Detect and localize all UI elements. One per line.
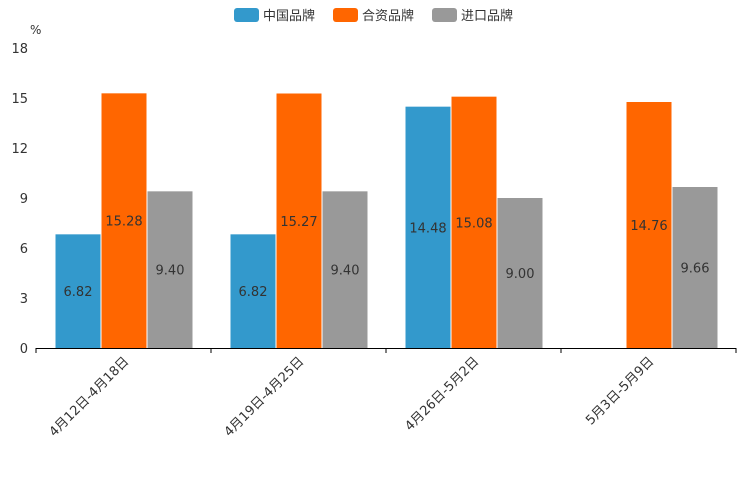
y-tick-label: 15 <box>11 92 28 107</box>
x-tick-label: 4月19日-4月25日 <box>222 354 308 440</box>
x-axis: 4月12日-4月18日 4月19日-4月25日 4月26日-5月2日 5月3日-5月9… <box>35 348 737 440</box>
data-label: 15.27 <box>280 215 317 230</box>
y-tick-label: 18 <box>11 42 28 57</box>
legend-label-2[interactable]: 进口品牌 <box>461 8 513 24</box>
bars <box>55 93 718 349</box>
bar[interactable] <box>497 198 543 348</box>
y-tick-label: 3 <box>20 292 28 307</box>
data-label: 6.82 <box>239 285 268 300</box>
data-label: 9.66 <box>681 262 710 277</box>
y-tick-label: 0 <box>20 342 28 357</box>
x-tick-label: 5月3日-5月9日 <box>583 354 657 428</box>
bar[interactable] <box>322 191 368 348</box>
y-tick-label: 9 <box>20 192 28 207</box>
bar[interactable] <box>276 93 322 349</box>
data-labels: 6.82 15.28 9.40 6.82 15.27 9.40 14.48 15.08 9.00… <box>64 215 710 300</box>
legend: 中国品牌 合资品牌 进口品牌 <box>234 8 513 24</box>
data-label: 9.40 <box>156 264 185 279</box>
bar[interactable] <box>55 234 101 348</box>
y-axis: 0 3 6 9 12 15 18 <box>11 42 28 357</box>
bar[interactable] <box>101 93 147 348</box>
bar[interactable] <box>147 191 193 348</box>
y-tick-label: 6 <box>20 242 28 257</box>
data-label: 15.28 <box>105 215 142 230</box>
bar[interactable] <box>405 106 451 349</box>
bar[interactable] <box>230 234 276 348</box>
bar[interactable] <box>451 96 497 349</box>
y-axis-unit-label: % <box>30 23 41 37</box>
legend-label-0[interactable]: 中国品牌 <box>263 8 315 24</box>
legend-swatch-2[interactable] <box>432 8 457 22</box>
data-label: 6.82 <box>64 285 93 300</box>
y-tick-label: 12 <box>11 142 28 157</box>
legend-swatch-1[interactable] <box>333 8 358 22</box>
x-tick-label: 4月26日-5月2日 <box>402 354 482 434</box>
data-label: 9.40 <box>331 264 360 279</box>
data-label: 9.00 <box>506 267 535 282</box>
bar[interactable] <box>626 102 672 348</box>
bar[interactable] <box>672 187 718 348</box>
data-label: 14.48 <box>409 221 446 236</box>
legend-label-1[interactable]: 合资品牌 <box>362 8 414 24</box>
x-tick-label: 4月12日-4月18日 <box>47 354 133 440</box>
data-label: 14.76 <box>630 219 667 234</box>
data-label: 15.08 <box>455 216 492 231</box>
legend-swatch-0[interactable] <box>234 8 259 22</box>
